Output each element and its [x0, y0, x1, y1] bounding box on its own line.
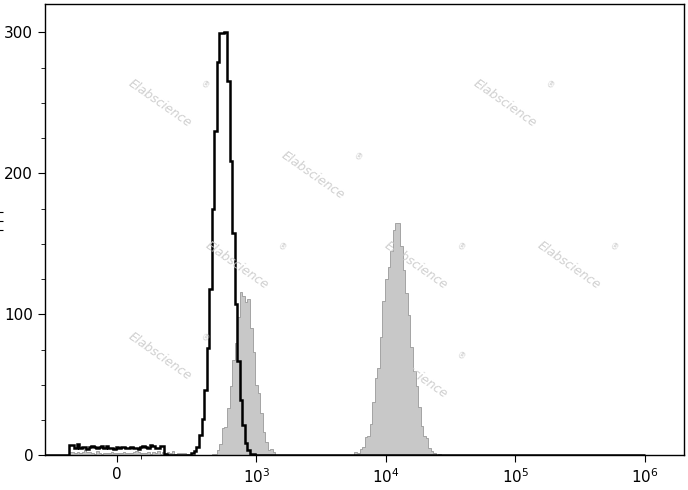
Text: ®: ®	[352, 151, 364, 164]
Text: Elabscience: Elabscience	[202, 239, 270, 293]
Text: Elabscience: Elabscience	[126, 77, 194, 130]
Text: Elabscience: Elabscience	[381, 239, 449, 293]
Text: ®: ®	[454, 350, 466, 362]
Text: Elabscience: Elabscience	[535, 239, 603, 293]
Text: Elabscience: Elabscience	[471, 77, 539, 130]
Text: ®: ®	[454, 242, 466, 254]
Text: Elabscience: Elabscience	[381, 347, 449, 401]
Text: Elabscience: Elabscience	[126, 330, 194, 383]
Text: ®: ®	[275, 242, 288, 254]
Text: ®: ®	[199, 332, 211, 344]
Text: ®: ®	[608, 242, 619, 254]
Text: ®: ®	[544, 79, 556, 92]
Text: Elabscience: Elabscience	[279, 149, 347, 202]
Text: ®: ®	[199, 79, 211, 92]
